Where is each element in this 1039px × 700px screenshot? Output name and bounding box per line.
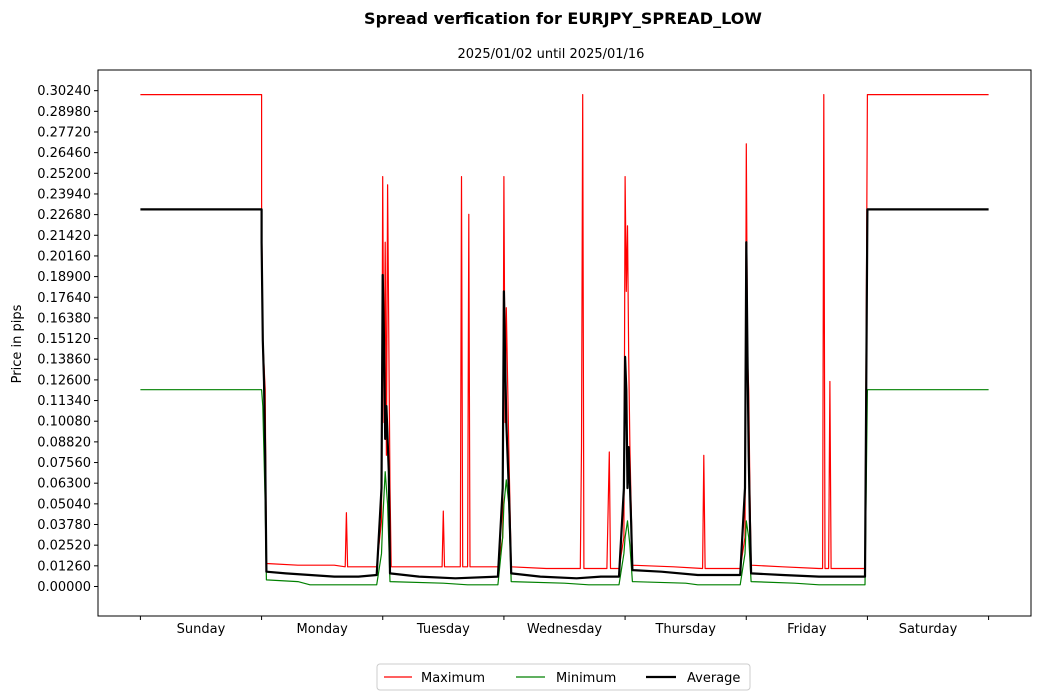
y-tick-label: 0.25200 [37,167,91,182]
y-tick-label: 0.08820 [37,435,91,450]
y-axis-ticks: 0.00000 0.01260 0.02520 0.03780 0.05040 0.063… [37,84,98,595]
y-tick-label: 0.06300 [37,477,91,492]
y-tick-label: 0.30240 [37,84,91,99]
x-category-label: Monday [296,622,348,637]
y-tick-label: 0.07560 [37,456,91,471]
y-tick-label: 0.22680 [37,208,91,223]
x-category-label: Saturday [899,622,958,637]
x-category-label: Friday [787,622,827,637]
y-tick-label: 0.23940 [37,187,91,202]
series-layer [140,94,989,586]
y-tick-label: 0.00000 [37,580,91,595]
y-tick-label: 0.17640 [37,291,91,306]
x-category-label: Thursday [654,622,716,637]
y-axis-label: Price in pips [10,304,25,383]
y-tick-label: 0.12600 [37,373,91,388]
x-category-label: Tuesday [416,622,470,637]
y-tick-label: 0.03780 [37,518,91,533]
y-tick-label: 0.27720 [37,125,91,140]
legend-label-maximum: Maximum [421,671,485,686]
chart-subtitle: 2025/01/02 until 2025/01/16 [458,47,645,62]
legend: Maximum Minimum Average [376,663,751,691]
y-tick-label: 0.21420 [37,229,91,244]
y-tick-label: 0.11340 [37,394,91,409]
legend-label-minimum: Minimum [556,671,616,686]
x-category-label: Wednesday [527,622,603,637]
y-tick-label: 0.16380 [37,311,91,326]
y-tick-label: 0.18900 [37,270,91,285]
y-tick-label: 0.02520 [37,539,91,554]
y-tick-label: 0.26460 [37,146,91,161]
y-tick-label: 0.05040 [37,497,91,512]
series-line-minimum [140,389,989,586]
y-tick-label: 0.28980 [37,105,91,120]
plot-area-frame [97,69,1032,617]
y-tick-label: 0.01260 [37,559,91,574]
y-tick-label: 0.10080 [37,415,91,430]
chart-title: Spread verfication for EURJPY_SPREAD_LOW [364,9,762,28]
series-line-maximum [140,94,989,570]
y-tick-label: 0.15120 [37,332,91,347]
y-tick-label: 0.20160 [37,249,91,264]
y-tick-label: 0.13860 [37,353,91,368]
series-line-average [140,208,989,580]
x-category-label: Sunday [177,622,226,637]
legend-label-average: Average [687,671,740,686]
x-axis-ticks: Sunday Monday Tuesday Wednesday Thursday Frid… [139,616,990,637]
legend-frame [376,663,751,691]
